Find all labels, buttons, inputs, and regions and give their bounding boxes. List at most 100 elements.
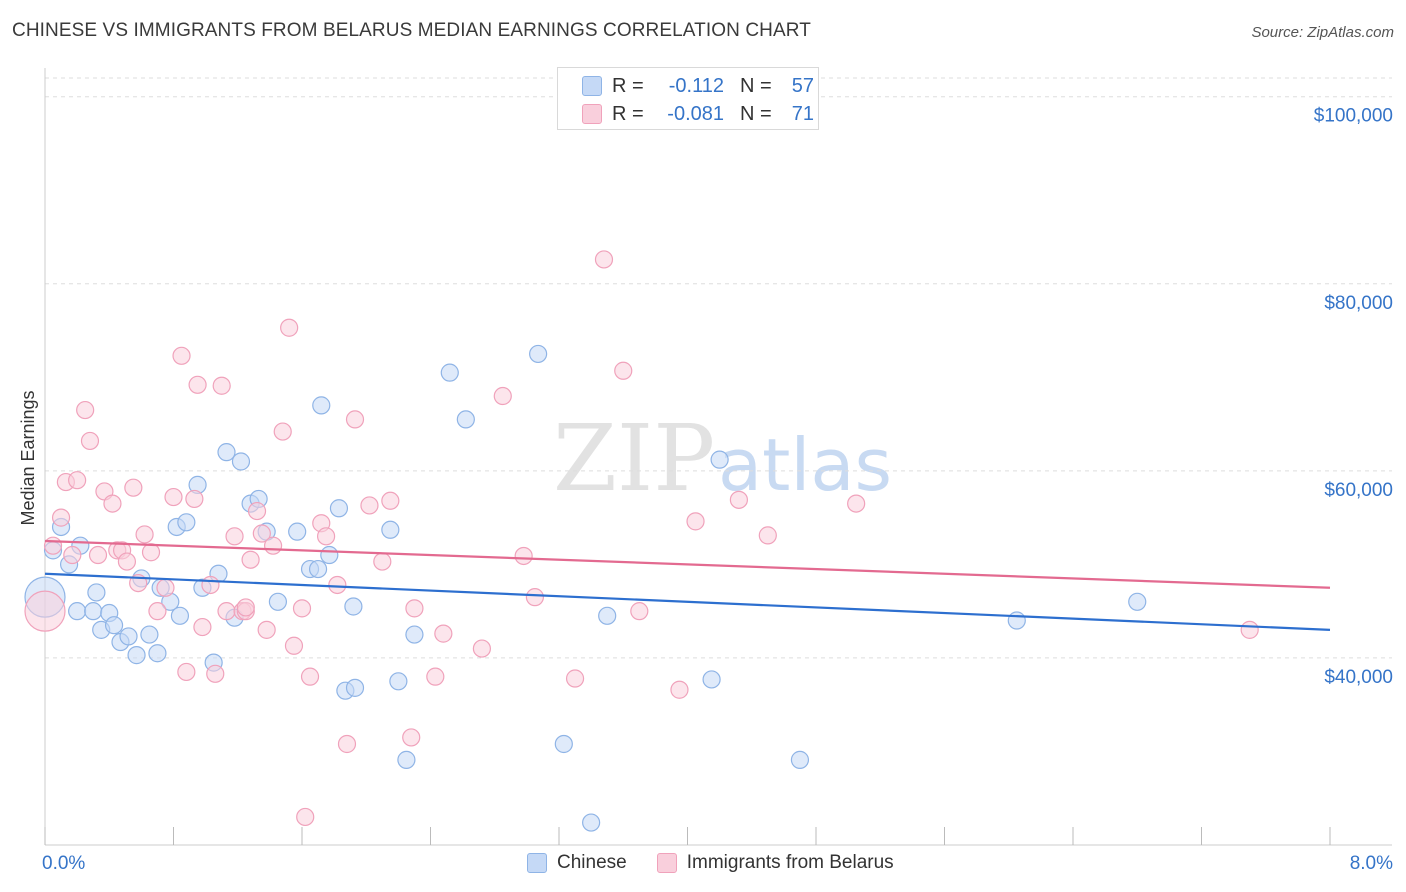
- chinese-point: [148, 644, 167, 663]
- belarus-point: [193, 617, 212, 637]
- chinese-point: [344, 597, 363, 616]
- belarus-point: [670, 680, 689, 699]
- chinese-point: [140, 625, 159, 644]
- chinese-point: [231, 452, 251, 471]
- legend-row-belarus: R = -0.081 N = 71: [582, 100, 814, 128]
- belarus-point: [594, 250, 614, 269]
- belarus-point: [360, 496, 379, 515]
- chinese-point: [119, 627, 138, 646]
- belarus-point: [141, 543, 161, 562]
- belarus-point: [686, 512, 705, 531]
- belarus-point: [630, 602, 649, 621]
- chinese-point: [177, 513, 196, 532]
- belarus-point: [212, 376, 231, 395]
- belarus-point: [172, 346, 191, 365]
- belarus-point: [43, 536, 63, 555]
- belarus-point: [614, 361, 633, 380]
- chinese-point: [554, 734, 573, 754]
- chinese-point: [598, 606, 617, 625]
- source-credit: Source: ZipAtlas.com: [1251, 24, 1394, 41]
- legend-r-value: -0.081: [667, 102, 724, 125]
- x-tick-label: 0.0%: [42, 853, 85, 874]
- legend-item-chinese[interactable]: Chinese: [527, 852, 627, 874]
- belarus-point: [373, 552, 392, 571]
- belarus-point: [185, 489, 204, 509]
- belarus-point: [565, 669, 585, 688]
- chinese-point: [308, 559, 328, 579]
- chinese-point: [1128, 592, 1147, 611]
- belarus-point: [472, 639, 491, 658]
- belarus-point: [280, 318, 299, 337]
- belarus-point: [257, 620, 276, 639]
- legend-label-belarus: Immigrants from Belarus: [686, 852, 894, 873]
- belarus-point: [296, 807, 315, 827]
- chinese-point: [127, 646, 146, 665]
- legend-n-value: 71: [791, 102, 814, 125]
- belarus-point: [156, 578, 175, 597]
- belarus-point: [117, 552, 137, 571]
- belarus-point: [328, 575, 347, 595]
- chinese-point: [320, 545, 339, 565]
- chinese-point: [104, 616, 124, 635]
- legend-r-label: R =: [612, 102, 644, 125]
- chinese-point: [456, 410, 475, 429]
- chinese-swatch: [582, 76, 602, 96]
- belarus-point: [252, 524, 271, 543]
- chinese-trendline: [44, 572, 1331, 631]
- belarus-point: [88, 545, 108, 565]
- belarus-point: [148, 602, 167, 621]
- chinese-point: [288, 522, 307, 541]
- belarus-point: [263, 536, 283, 555]
- legend-row-chinese: R = -0.112 N = 57: [582, 72, 814, 100]
- belarus-swatch: [582, 104, 602, 124]
- chinese-point: [582, 813, 601, 832]
- belarus-point: [434, 624, 453, 643]
- chinese-point: [389, 672, 408, 691]
- belarus-point: [402, 728, 421, 747]
- watermark-atlas: atlas: [718, 423, 892, 507]
- belarus-point: [124, 478, 143, 497]
- y-tick-label: $60,000: [1324, 480, 1393, 501]
- belarus-point: [80, 431, 100, 451]
- series-legend: Chinese Immigrants from Belarus: [527, 852, 924, 874]
- belarus-point: [729, 490, 749, 509]
- chinese-point: [440, 363, 459, 382]
- y-tick-label: $40,000: [1324, 667, 1393, 688]
- legend-item-belarus[interactable]: Immigrants from Belarus: [656, 852, 894, 874]
- belarus-point: [426, 667, 445, 686]
- belarus-point: [68, 471, 87, 490]
- chinese-point: [381, 520, 400, 539]
- belarus-point: [103, 494, 122, 513]
- chinese-point: [702, 670, 721, 689]
- belarus-point: [206, 664, 225, 683]
- stats-legend: R = -0.112 N = 57 R = -0.081 N = 71: [557, 67, 819, 130]
- belarus-point: [847, 494, 866, 513]
- chinese-point: [268, 592, 288, 611]
- y-tick-label: $80,000: [1324, 293, 1393, 314]
- belarus-point: [188, 375, 207, 394]
- watermark-zip: ZIP: [553, 405, 715, 512]
- belarus-point: [247, 501, 267, 521]
- legend-label-chinese: Chinese: [557, 852, 627, 873]
- belarus-point: [525, 588, 545, 607]
- belarus-swatch: [656, 853, 677, 873]
- chinese-point: [397, 750, 416, 769]
- belarus-point: [76, 400, 95, 420]
- chinese-point: [1007, 611, 1026, 630]
- belarus-point: [300, 667, 320, 686]
- chinese-point: [170, 606, 190, 625]
- belarus-point: [1240, 620, 1259, 639]
- y-axis-title: Median Earnings: [18, 390, 38, 525]
- chinese-point: [312, 396, 331, 415]
- belarus-point: [273, 422, 292, 441]
- chinese-point: [529, 344, 548, 364]
- legend-n-value: 57: [791, 74, 814, 97]
- y-tick-label: $100,000: [1314, 106, 1393, 127]
- chinese-point: [68, 602, 87, 621]
- chinese-point: [84, 602, 103, 621]
- belarus-point: [51, 508, 71, 527]
- belarus-point: [493, 386, 512, 406]
- legend-n-label: N =: [740, 74, 772, 97]
- belarus-point: [284, 636, 304, 655]
